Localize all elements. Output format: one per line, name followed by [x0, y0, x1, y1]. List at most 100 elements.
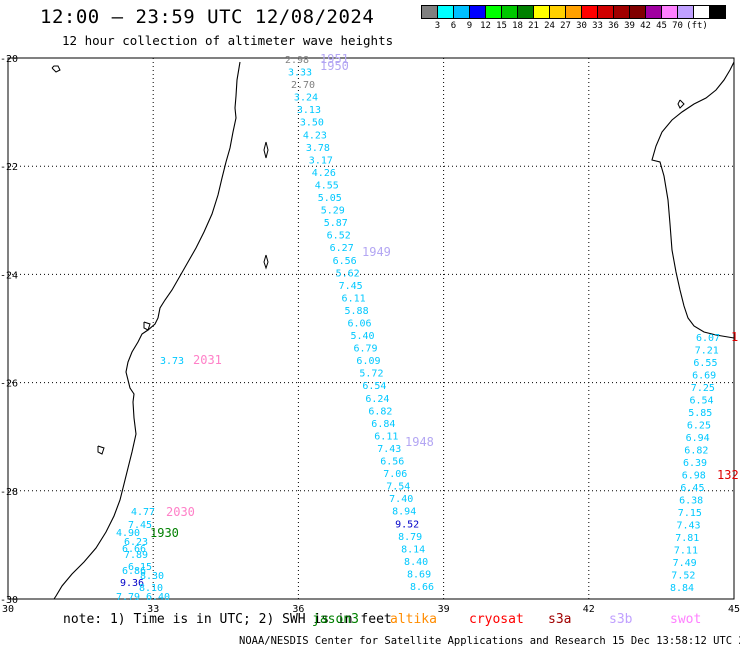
africa-coastline — [53, 61, 241, 600]
lat-tick-label: -24 — [0, 270, 18, 281]
swh-value-label: 3.33 — [288, 68, 312, 79]
colorbar-tick: 15 — [496, 21, 507, 31]
lon-tick-label: 33 — [147, 604, 159, 615]
swh-value-label: 6.40 — [146, 592, 170, 603]
swh-value-label: 8.30 — [140, 571, 164, 582]
swh-value-label: 6.82 — [368, 406, 392, 417]
swh-value-label: 6.38 — [679, 496, 703, 507]
swh-value-label: 6.09 — [356, 356, 380, 367]
swh-value-label: 6.98 — [682, 471, 706, 482]
pass-time-label: 1 — [731, 330, 738, 344]
altimeter-track-coastal: 3.73 4.77 7.454.906.236.667.896.156.868.30… — [116, 356, 184, 603]
colorbar-tick: 3 — [434, 21, 441, 31]
satellite-name: jason3 — [312, 612, 359, 627]
swh-value-label: 8.40 — [404, 557, 428, 568]
swh-value-label: 3.50 — [300, 118, 324, 129]
pass-time-label: 1950 — [320, 59, 349, 73]
credit-line: NOAA/NESDIS Center for Satellite Applica… — [239, 635, 740, 647]
swh-value-label: 7.45 — [339, 281, 363, 292]
swh-value-label: 8.10 — [139, 583, 163, 594]
swh-value-label: 5.85 — [688, 408, 712, 419]
swh-value-label: 6.55 — [693, 358, 717, 369]
colorbar-tick: 42 — [640, 21, 651, 31]
swh-value-label: 7.11 — [674, 546, 698, 557]
lon-tick-label: 45 — [728, 604, 740, 615]
swh-value-label: 7.43 — [377, 444, 401, 455]
swh-value-label: 5.88 — [345, 306, 369, 317]
swh-value-label: 6.82 — [684, 446, 708, 457]
satellite-name: s3b — [609, 612, 633, 627]
madagascar-coastline — [651, 61, 735, 339]
swh-value-label: 7.43 — [677, 521, 701, 532]
lat-tick-label: -26 — [0, 379, 18, 390]
swh-value-label: 6.56 — [380, 457, 404, 468]
inland-lake-2 — [97, 445, 105, 455]
swh-value-label: 6.45 — [680, 483, 704, 494]
swh-value-label: 7.45 — [128, 520, 152, 531]
footnote: note: 1) Time is in UTC; 2) SWH is in fe… — [63, 612, 392, 627]
swh-value-label: 6.27 — [330, 243, 354, 254]
colorbar-tick: 36 — [608, 21, 619, 31]
colorbar-tick: 6 — [450, 21, 457, 31]
swh-value-label: 6.69 — [692, 371, 716, 382]
swh-value-label: 7.49 — [673, 558, 697, 569]
swh-value-label: 3.24 — [294, 93, 318, 104]
swh-value-label: 4.55 — [315, 180, 339, 191]
swh-value-label: 7.81 — [675, 533, 699, 544]
swh-value-label: 3.13 — [297, 105, 321, 116]
swh-value-label: 7.21 — [695, 346, 719, 357]
island-small — [263, 254, 269, 270]
lon-tick-label: 42 — [583, 604, 595, 615]
swh-value-label: 5.87 — [324, 218, 348, 229]
swh-value-label: 5.62 — [336, 268, 360, 279]
pass-time-label: 2030 — [166, 505, 195, 519]
pass-time-label: 1948 — [405, 435, 434, 449]
island-mozambique-channel — [263, 141, 269, 159]
madagascar-islet — [677, 99, 685, 109]
map-subtitle: 12 hour collection of altimeter wave hei… — [62, 33, 394, 48]
satellite-name: altika — [390, 612, 437, 627]
colorbar-unit: (ft) — [686, 21, 708, 31]
swh-value-label: 7.89 — [124, 550, 148, 561]
swh-value-label: 4.26 — [312, 168, 336, 179]
pass-time-label: 2031 — [193, 353, 222, 367]
colorbar-tick: 39 — [624, 21, 635, 31]
swh-value-label: 6.25 — [687, 421, 711, 432]
pass-time-label: 132 — [717, 468, 739, 482]
swh-value-label: 2.98 — [285, 55, 309, 66]
india-coast-islet — [51, 65, 61, 73]
swh-value-label: 6.11 — [374, 431, 398, 442]
colorbar-tick: 9 — [466, 21, 473, 31]
colorbar-tick: 27 — [560, 21, 571, 31]
lon-tick-label: 39 — [438, 604, 450, 615]
swh-value-label: 6.94 — [686, 433, 710, 444]
colorbar-tick: 30 — [576, 21, 587, 31]
map-frame — [7, 57, 735, 600]
swh-value-label: 5.40 — [350, 331, 374, 342]
swh-value-label: 4.23 — [303, 130, 327, 141]
swh-value-label: 4.77 — [131, 507, 155, 518]
swh-value-label: 7.25 — [691, 383, 715, 394]
swh-value-label: 6.56 — [333, 256, 357, 267]
swh-value-label: 6.54 — [690, 396, 714, 407]
swh-value-label: 8.69 — [407, 569, 431, 580]
lat-tick-label: -22 — [0, 162, 18, 173]
axis-labels: 30 33 36 39 42 45 -20 -22 -24 -26 -28 -30 — [0, 54, 740, 615]
swh-value-label: 6.23 — [124, 537, 148, 548]
swh-value-label: 8.94 — [392, 507, 416, 518]
inland-lake-1 — [143, 321, 151, 331]
map-title: 12:00 — 23:59 UTC 12/08/2024 — [40, 6, 375, 28]
swh-value-label: 6.24 — [365, 394, 389, 405]
swh-value-label: 8.14 — [401, 544, 425, 555]
swh-value-label: 3.17 — [309, 155, 333, 166]
swh-value-label: 8.84 — [670, 583, 694, 594]
swh-value-label: 4.90 — [116, 528, 140, 539]
lat-tick-label: -28 — [0, 487, 18, 498]
swh-value-label: 7.79 — [116, 592, 140, 603]
colorbar-swatch — [709, 5, 726, 19]
swh-value-label: 7.52 — [671, 571, 695, 582]
colorbar-tick: 21 — [528, 21, 539, 31]
satellite-name: cryosat — [469, 612, 524, 627]
